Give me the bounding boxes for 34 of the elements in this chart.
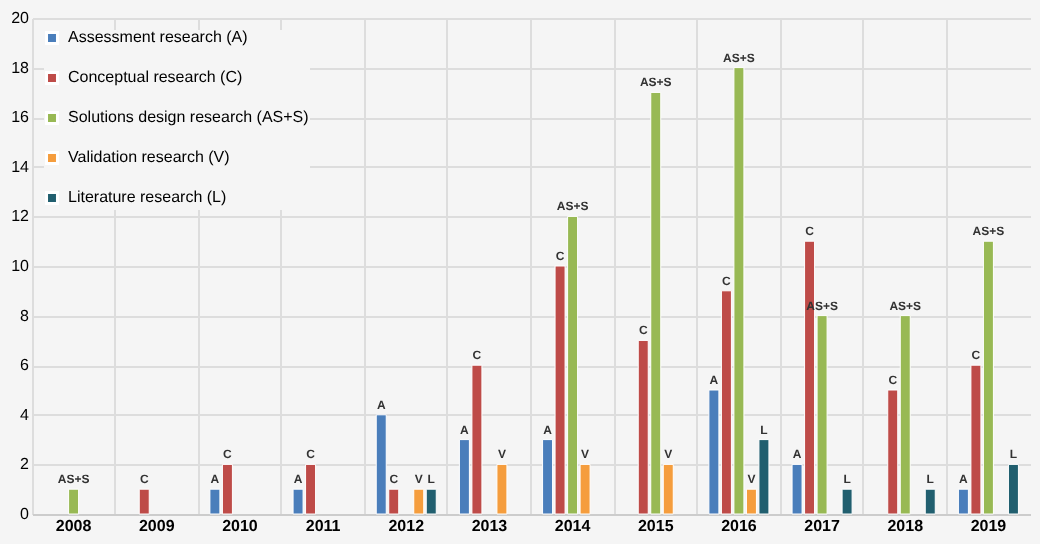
y-tick-label: 16 <box>11 108 31 127</box>
x-tick-label: 2016 <box>721 517 758 535</box>
y-tick-label: 18 <box>11 58 31 77</box>
bar <box>924 488 936 515</box>
legend-label: Assessment research (A) <box>68 28 249 46</box>
y-tick-label: 20 <box>11 9 31 27</box>
x-tick-label: 2009 <box>138 517 176 535</box>
bar <box>496 463 508 515</box>
y-tick-label: 14 <box>11 157 31 176</box>
legend-label: Solutions design research (AS+S) <box>68 108 310 126</box>
y-tick-label: 2 <box>20 455 31 474</box>
x-tick-label: 2008 <box>55 517 93 535</box>
x-tick-label: 2013 <box>471 517 509 535</box>
bar <box>68 488 80 515</box>
y-tick-label: 6 <box>20 356 31 375</box>
x-tick-label: 2010 <box>222 517 259 535</box>
y-tick-label: 0 <box>20 505 31 523</box>
x-tick-label: 2014 <box>554 517 592 535</box>
x-tick-label: 2018 <box>887 517 925 535</box>
legend-label: Literature research (L) <box>68 188 227 206</box>
x-tick-label: 2011 <box>305 517 342 535</box>
bar <box>1007 463 1019 515</box>
bar <box>841 488 853 515</box>
y-tick-label: 12 <box>11 207 31 226</box>
bar <box>138 488 150 515</box>
legend-label: Validation research (V) <box>68 148 231 166</box>
x-tick-label: 2019 <box>970 517 1008 535</box>
x-tick-label: 2017 <box>804 517 841 535</box>
y-tick-label: 10 <box>11 257 31 275</box>
y-tick-label: 8 <box>20 306 31 325</box>
x-tick-label: 2012 <box>388 517 426 535</box>
y-tick-label: 4 <box>20 405 31 424</box>
legend-label: Conceptual research (C) <box>68 68 243 86</box>
x-tick-label: 2015 <box>637 517 675 535</box>
